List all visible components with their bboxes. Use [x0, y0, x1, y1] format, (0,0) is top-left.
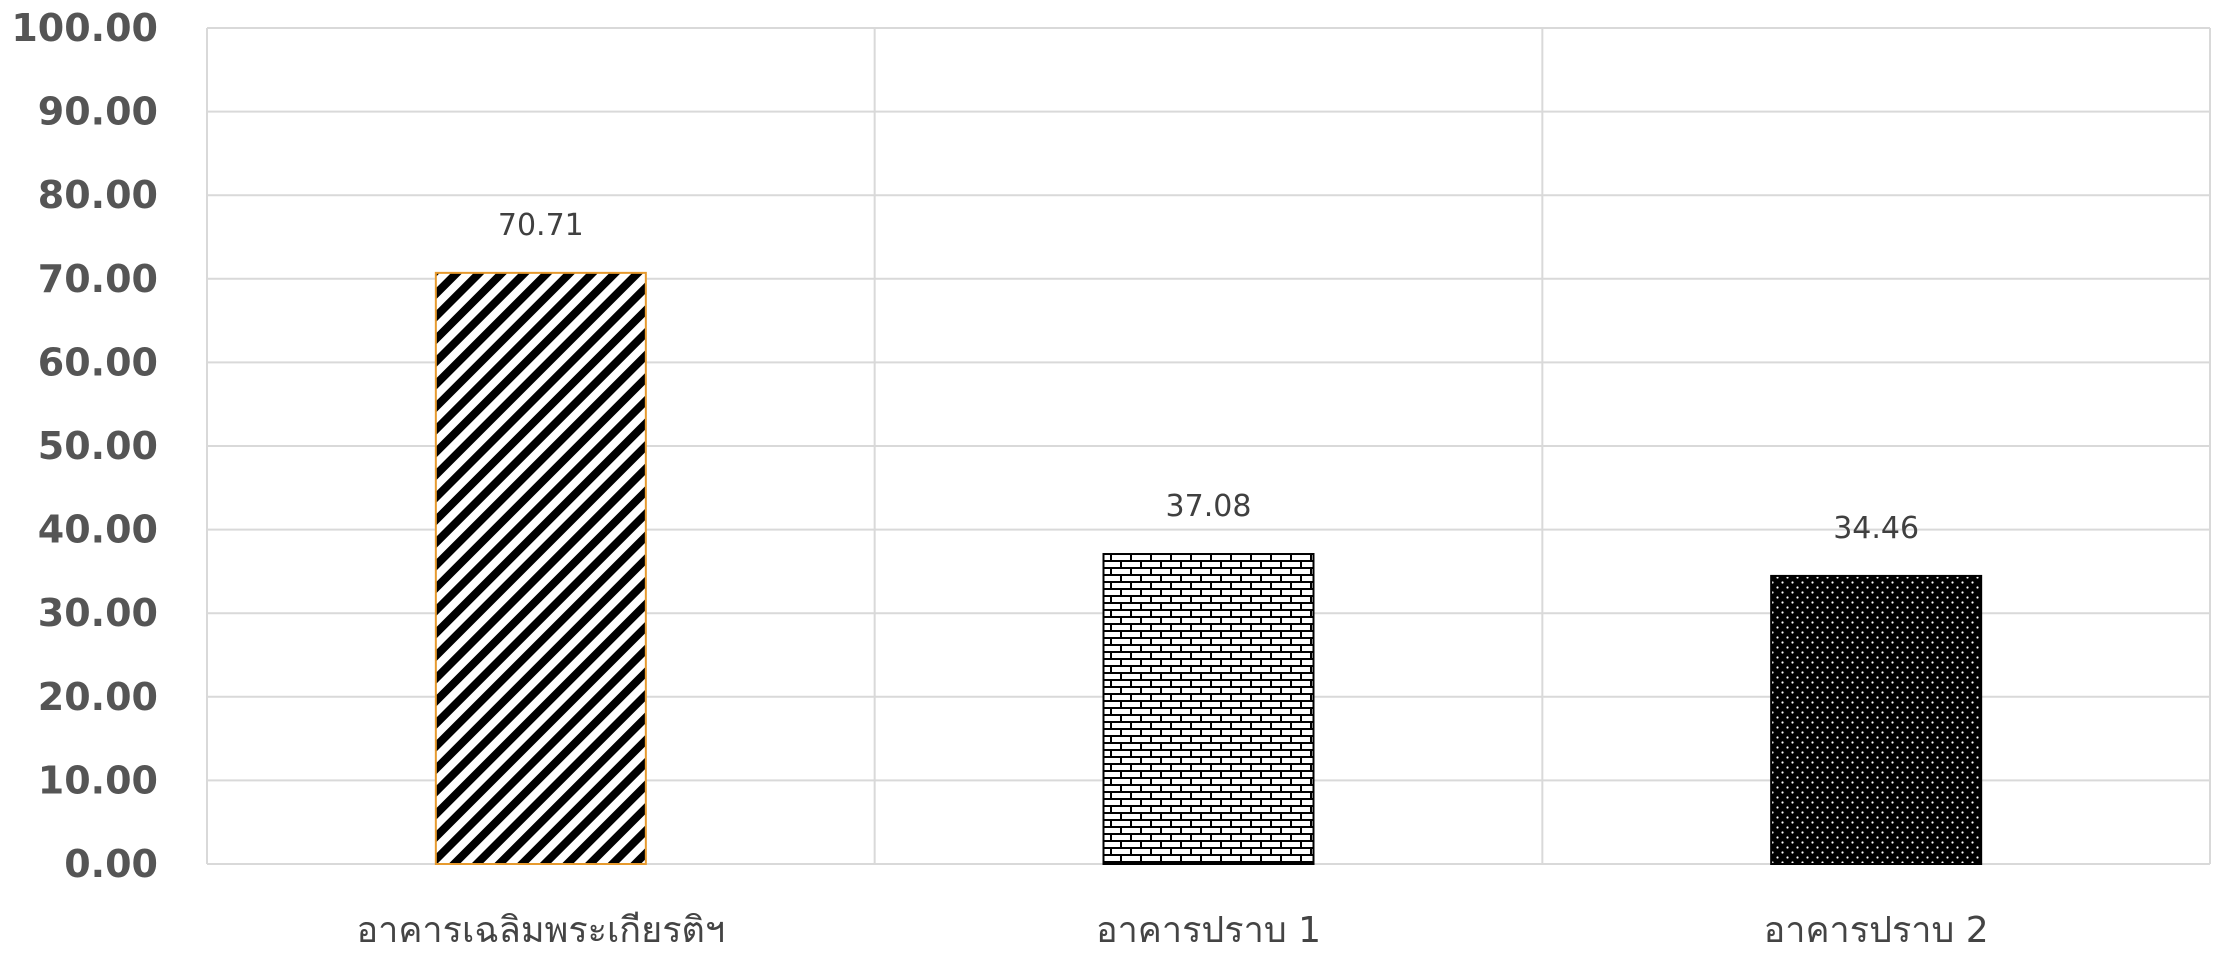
- y-tick-label: 80.00: [38, 173, 158, 217]
- y-tick-label: 90.00: [38, 90, 158, 134]
- bar-2: [1102, 553, 1315, 866]
- data-label: 70.71: [498, 208, 584, 243]
- bar-1: [434, 271, 647, 866]
- data-label: 34.46: [1833, 511, 1919, 546]
- y-tick-label: 30.00: [38, 591, 158, 635]
- y-tick-label: 10.00: [38, 758, 158, 802]
- bar-3: [1770, 574, 1983, 866]
- x-category-label: อาคารเฉลิมพระเกียรติฯ: [357, 910, 726, 951]
- data-label: 37.08: [1166, 489, 1252, 524]
- y-tick-label: 60.00: [38, 340, 158, 384]
- bars: [434, 271, 1983, 866]
- y-tick-label: 100.00: [11, 6, 158, 50]
- y-tick-label: 40.00: [38, 508, 158, 552]
- x-category-label: อาคารปราบ 2: [1764, 910, 1989, 951]
- y-tick-label: 50.00: [38, 424, 158, 468]
- x-category-label: อาคารปราบ 1: [1096, 910, 1321, 951]
- labels: 0.00 10.00 20.00 30.00 40.00 50.00 60.00 70.00 8…: [11, 6, 1988, 951]
- y-tick-label: 0.00: [64, 842, 158, 886]
- y-tick-label: 20.00: [38, 675, 158, 719]
- y-tick-label: 70.00: [38, 257, 158, 301]
